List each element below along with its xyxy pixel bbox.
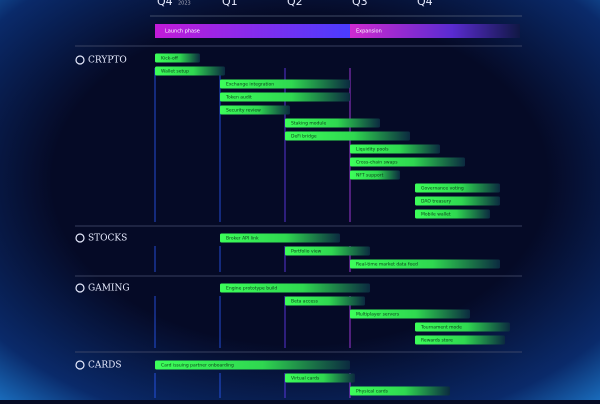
quarter-label: Q2 [287, 0, 303, 8]
quarter-label: Q1 [222, 0, 238, 8]
task-bar [285, 131, 410, 141]
group-label: STOCKS [88, 234, 127, 244]
task-label: Token audit [225, 95, 252, 101]
task-label: Portfolio view [291, 249, 322, 255]
task-label: Real-time market data feed [356, 262, 418, 268]
task-bar [415, 196, 500, 206]
task-bar [415, 322, 510, 332]
task-label: NFT support [356, 173, 384, 179]
task-label: Exchange integration [226, 82, 274, 88]
task-label: Engine prototype build [226, 286, 277, 292]
task-label: Broker API link [226, 236, 259, 242]
task-bar [285, 118, 380, 128]
group-label: GAMING [88, 284, 130, 294]
task-bar [350, 386, 450, 396]
task-bar [350, 170, 400, 180]
task-label: Cross-chain swaps [356, 160, 398, 166]
group-icon [75, 55, 85, 65]
task-label: Wallet setup [161, 69, 189, 75]
task-bar [220, 79, 350, 89]
task-bar [350, 309, 470, 319]
group-icon [75, 233, 85, 243]
task-bar [350, 157, 465, 167]
phase-label: Expansion [356, 29, 382, 35]
task-label: Rewards store [421, 338, 453, 344]
task-label: Beta access [291, 299, 319, 305]
task-label: Card issuing partner onboarding [161, 363, 234, 369]
group-icon [75, 283, 85, 293]
task-bar [285, 296, 365, 306]
task-label: Tournament mode [420, 325, 462, 331]
phase-bar [350, 24, 520, 38]
task-bar [415, 183, 500, 193]
task-label: Multiplayer servers [356, 312, 400, 318]
year-note: 2023 [178, 1, 191, 7]
task-bar [415, 335, 505, 345]
task-bar [350, 259, 500, 269]
task-label: Liquidity pools [356, 147, 389, 153]
task-bar [415, 209, 490, 219]
task-bar [220, 233, 340, 243]
task-bar [155, 360, 350, 370]
task-label: Security review [226, 108, 261, 114]
task-bar [155, 53, 200, 63]
task-label: Physical cards [356, 389, 389, 395]
task-bar [220, 105, 290, 115]
group-label: CRYPTO [88, 56, 127, 66]
task-label: Virtual cards [291, 376, 320, 382]
task-bar [285, 246, 370, 256]
phase-label: Launch phase [165, 29, 200, 35]
task-bar [220, 283, 370, 293]
task-label: Staking module [291, 121, 326, 127]
task-label: Kick-off [161, 56, 179, 62]
quarter-label: Q3 [352, 0, 368, 8]
task-bar [220, 92, 350, 102]
task-label: Mobile wallet [421, 212, 451, 218]
phase-bar [155, 24, 350, 38]
task-bar [350, 144, 440, 154]
group-icon [75, 360, 85, 370]
quarter-label: Q4 [157, 0, 173, 8]
task-label: Governance voting [421, 186, 464, 192]
task-label: DeFi bridge [291, 134, 317, 140]
task-bar [155, 66, 225, 76]
task-label: DAO treasury [421, 199, 451, 205]
quarter-label: Q4 [417, 0, 433, 8]
task-bar [285, 373, 355, 383]
group-label: CARDS [88, 361, 122, 371]
